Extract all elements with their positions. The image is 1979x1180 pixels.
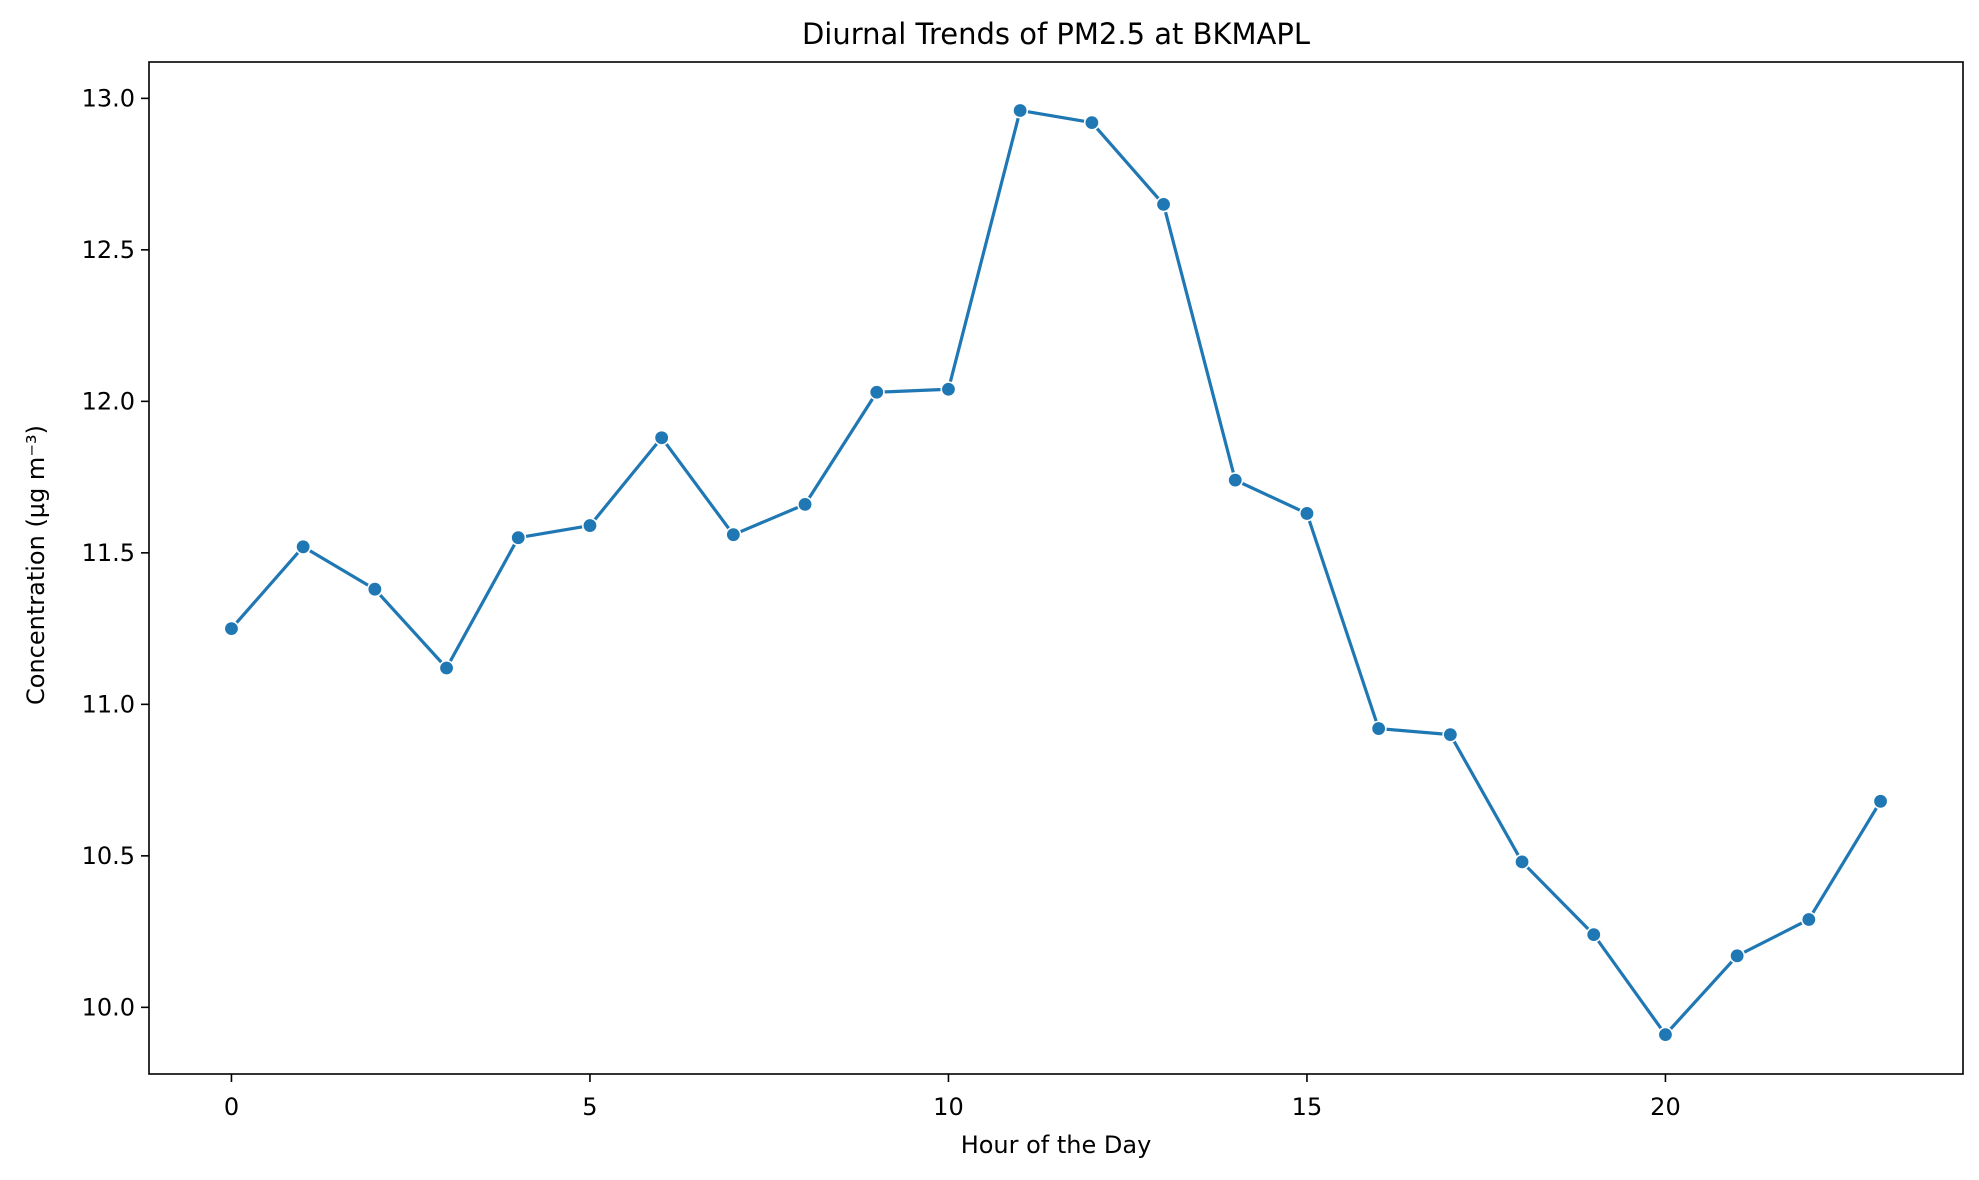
data-point — [295, 538, 312, 555]
y-tick-label: 12.0 — [82, 387, 135, 415]
x-axis: 0 5 10 15 20 — [224, 1074, 1681, 1121]
series-layer — [223, 102, 1889, 1043]
x-tick-label: 0 — [224, 1093, 239, 1121]
data-point — [223, 620, 240, 637]
data-point — [438, 659, 455, 676]
y-tick-label: 13.0 — [82, 84, 135, 112]
data-point — [366, 581, 383, 598]
y-tick-label: 10.0 — [82, 993, 135, 1021]
y-tick-label: 11.5 — [82, 539, 135, 567]
data-point — [581, 517, 598, 534]
data-point — [797, 496, 814, 513]
x-tick-label: 15 — [1292, 1093, 1323, 1121]
data-point — [1227, 472, 1244, 489]
x-tick-label: 10 — [933, 1093, 964, 1121]
y-axis-title: Concentration (µg m⁻³) — [22, 425, 50, 705]
data-point — [1585, 926, 1602, 943]
data-point — [1729, 947, 1746, 964]
data-point — [1083, 114, 1100, 131]
x-tick-label: 20 — [1650, 1093, 1681, 1121]
x-tick-label: 5 — [582, 1093, 597, 1121]
data-point — [725, 526, 742, 543]
data-point — [653, 429, 670, 446]
data-point — [1370, 720, 1387, 737]
data-point — [1012, 102, 1029, 119]
y-tick-label: 10.5 — [82, 842, 135, 870]
data-point — [868, 384, 885, 401]
data-point — [1514, 853, 1531, 870]
data-point — [1657, 1026, 1674, 1043]
y-tick-label: 12.5 — [82, 236, 135, 264]
data-point — [1298, 505, 1315, 522]
chart-title: Diurnal Trends of PM2.5 at BKMAPL — [802, 17, 1310, 51]
y-axis: 10.0 10.5 11.0 11.5 12.0 12.5 13.0 — [82, 84, 149, 1021]
plot-frame — [148, 61, 1964, 1075]
y-tick-label: 11.0 — [82, 690, 135, 718]
data-point — [1800, 911, 1817, 928]
data-point — [1442, 726, 1459, 743]
data-point — [940, 381, 957, 398]
data-point — [1872, 793, 1889, 810]
x-axis-title: Hour of the Day — [961, 1131, 1152, 1159]
data-point — [1155, 196, 1172, 213]
series-line — [229, 108, 1883, 1037]
data-point — [510, 529, 527, 546]
